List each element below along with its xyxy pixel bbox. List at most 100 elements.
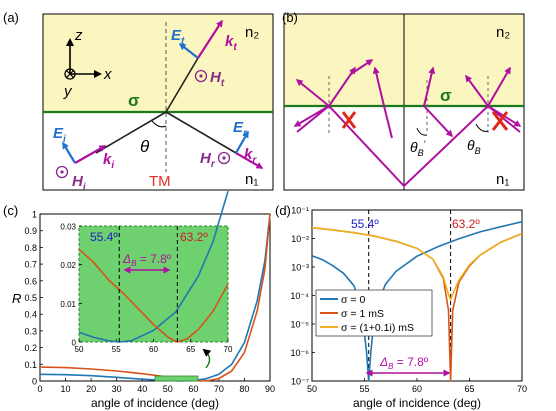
c-xtick-label: 40 (137, 384, 147, 394)
d-ytick-label: 10⁻⁷ (291, 377, 309, 387)
x-axis-label: x (103, 66, 112, 83)
panel-d: 10⁻⁷10⁻⁶10⁻⁵10⁻⁴10⁻³10⁻²10⁻¹ 50 55 60 65 70 … (290, 206, 527, 411)
Ht-out-of-page-icon (194, 69, 208, 83)
c-ytick-label: 0 (32, 377, 37, 387)
c-ytick-label: 0.8 (24, 243, 37, 253)
c-x-ticks: 0 10 20 30 40 50 60 70 80 90 (37, 378, 275, 394)
c-ytick-label: 0.9 (24, 226, 37, 236)
b-sigma-label: σ (440, 86, 452, 105)
c-ytick-label: 0.3 (24, 326, 37, 336)
Ei-label: Ei (53, 125, 66, 145)
c-inset-xtick-label: 50 (75, 345, 84, 354)
Hi-label: Hi (72, 173, 86, 193)
c-ytick-label: 0.7 (24, 260, 37, 270)
kr-arrow (235, 152, 264, 169)
c-xtick-label: 20 (86, 384, 96, 394)
c-ytick-label: 1 (32, 210, 37, 220)
b-left-field-up (295, 79, 330, 107)
kt-arrow (197, 19, 223, 59)
d-annot-right: 63.2º (452, 217, 480, 231)
panel-a: z x y θ Et kt Ht Ei ki Hi Er kr Hr σ n₂ (42, 13, 274, 193)
c-xtick-label: 30 (112, 384, 122, 394)
d-ytick-label: 10⁻⁶ (291, 348, 310, 358)
Ei-arrow (62, 141, 76, 164)
c-ytick-label: 0.2 (24, 343, 37, 353)
panel-label-c: (c) (3, 203, 18, 218)
c-ylabel: R (12, 291, 21, 306)
d-ytick-label: 10⁻³ (291, 263, 309, 273)
b-right-cross-2 (491, 111, 509, 131)
d-xtick-label: 65 (464, 384, 474, 394)
Er-arrow (235, 130, 249, 154)
c-inset-ytick-label: 0.01 (60, 300, 76, 309)
b-right-field-up (465, 74, 489, 107)
Hr-label: Hr (200, 150, 216, 170)
c-inset-y-ticks: 0 0.01 0.02 0.03 (60, 223, 82, 348)
c-inset-pointer-arrow (202, 348, 212, 369)
c-inset-series (78, 190, 229, 343)
y-axis-label: y (63, 83, 73, 100)
c-inset-annot-right: 63.2º (180, 230, 208, 244)
c-inset-xtick-label: 60 (149, 345, 158, 354)
thetaB-prime-arc (416, 127, 428, 136)
Et-label: Et (171, 27, 185, 47)
c-xtick-label: 80 (239, 384, 249, 394)
b-right-transmitted (487, 66, 511, 107)
c-inset-x-ticks: 50 55 60 65 70 (75, 339, 233, 354)
d-legend: σ = 0 σ = 1 mS σ = (1+0.1i) mS (315, 289, 433, 337)
panel-label-b: (b) (282, 10, 298, 25)
panel-b: θB′ θB σ n₂ n₁ (283, 13, 525, 191)
n2-label: n₂ (245, 24, 259, 41)
Hr-dot (222, 156, 226, 160)
c-ytick-label: 0.4 (24, 310, 37, 320)
c-inset-xtick-label: 65 (186, 345, 195, 354)
b-center-right-up (423, 66, 436, 107)
c-inset-annot-left: 55.4º (90, 230, 118, 244)
d-xtick-label: 50 (307, 384, 317, 394)
c-xtick-label: 10 (61, 384, 71, 394)
d-delta-label: ΔB = 7.8º (379, 355, 429, 371)
b-left-reflected (293, 105, 330, 127)
incident-ray (95, 111, 167, 154)
theta-label: θ (140, 137, 150, 156)
c-xtick-label: 0 (37, 384, 42, 394)
d-series-2-line (311, 226, 523, 301)
d-xtick-label: 70 (517, 384, 527, 394)
d-legend-label-0: σ = 0 (341, 294, 365, 306)
panel-a-upper-medium (43, 14, 273, 112)
tm-label: TM (149, 173, 171, 190)
c-xtick-label: 50 (163, 384, 173, 394)
thetaB-arc (475, 123, 489, 132)
c-inset-delta-label: ΔB = 7.8º (122, 252, 172, 268)
kr-label: kr (244, 146, 257, 166)
c-inset-ytick-label: 0 (72, 339, 77, 348)
Hi-dot (60, 170, 64, 174)
d-ytick-label: 10⁻¹ (291, 206, 309, 216)
y-axis-into-page-icon (64, 68, 76, 80)
d-ytick-label: 10⁻⁴ (290, 291, 309, 301)
n1-label: n₁ (245, 171, 258, 188)
c-ytick-label: 0.6 (24, 276, 37, 286)
Hr-out-of-page-icon (217, 151, 231, 165)
Et-arrow (178, 43, 199, 59)
Ht-label: Ht (210, 69, 225, 89)
b-left-cross-2 (341, 111, 357, 129)
b-n2-label: n₂ (496, 24, 510, 41)
c-inset-source-box (154, 375, 199, 382)
transmitted-ray (165, 57, 199, 113)
d-annot-left: 55.4º (351, 217, 379, 231)
c-inset-ytick-label: 0.02 (60, 261, 76, 270)
b-center-right-down (423, 105, 454, 138)
angle-arc (151, 120, 167, 128)
c-inset-xtick-label: 55 (112, 345, 121, 354)
kt-label: kt (225, 33, 237, 53)
c-ytick-label: 0.5 (24, 293, 37, 303)
panel-label-d: (d) (275, 203, 291, 218)
panel-label-a: (a) (3, 10, 19, 25)
sigma-label: σ (128, 91, 140, 110)
c-xtick-label: 70 (214, 384, 224, 394)
ki-label: ki (103, 151, 114, 171)
c-xtick-label: 60 (188, 384, 198, 394)
d-ytick-label: 10⁻⁵ (291, 320, 310, 330)
